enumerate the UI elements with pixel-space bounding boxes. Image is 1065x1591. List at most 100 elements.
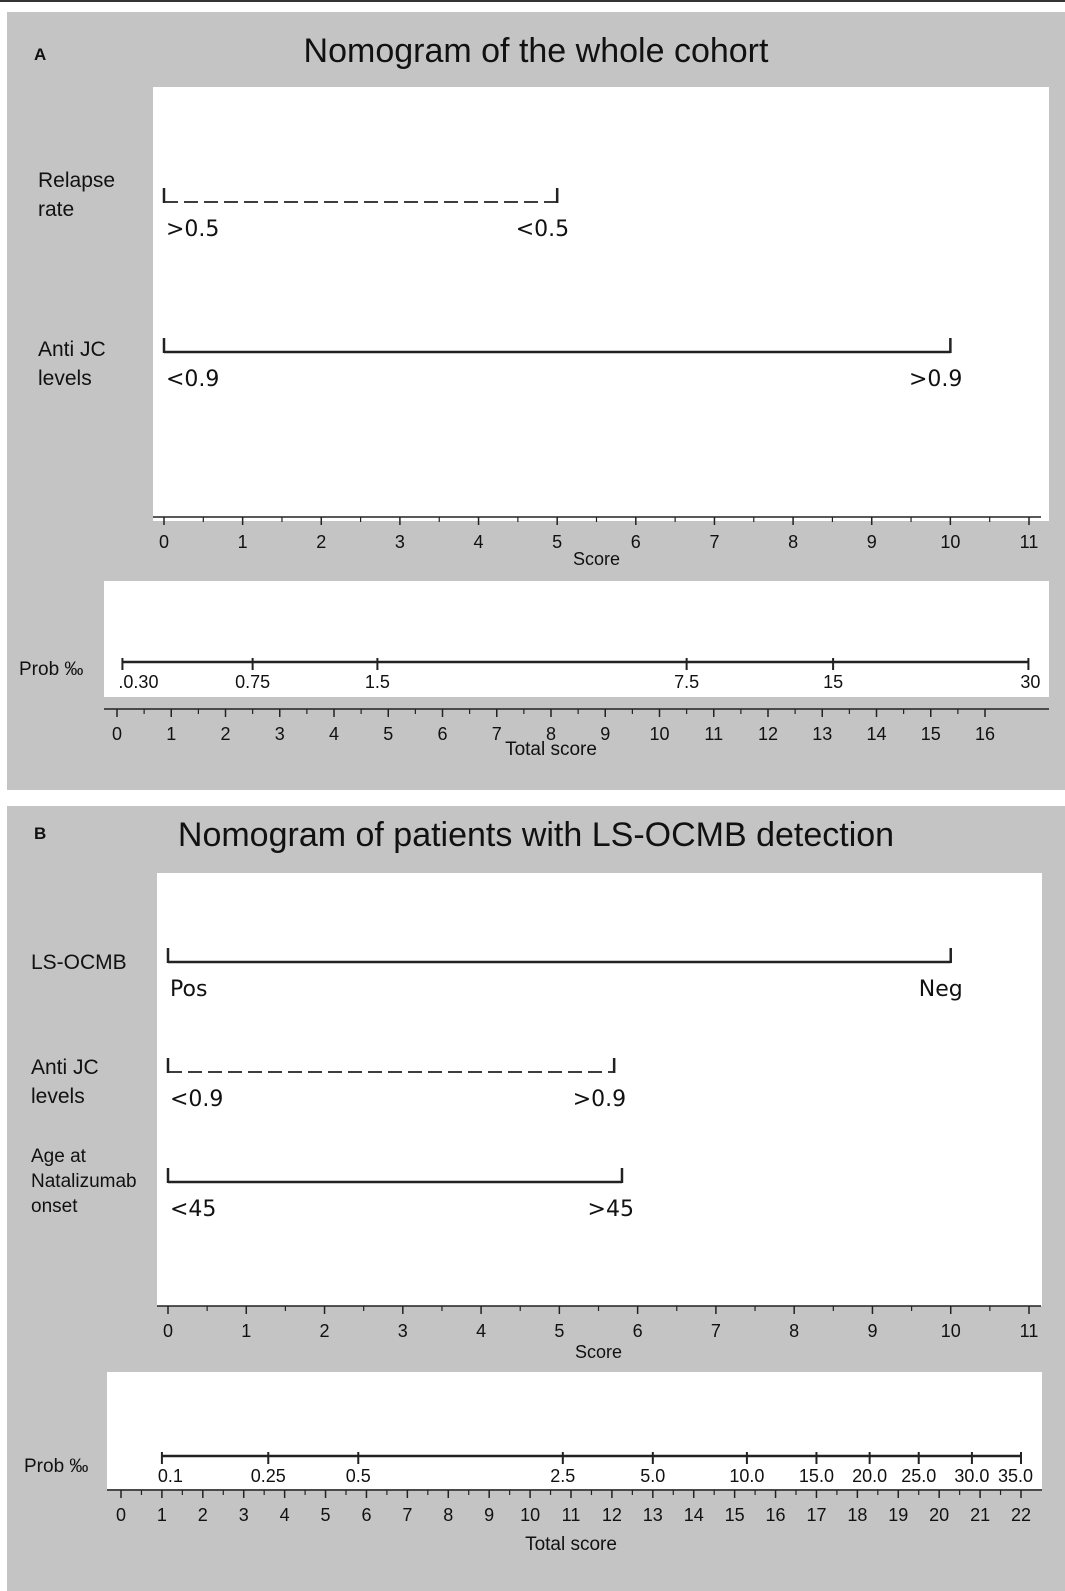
- panel-a-title: Nomogram of the whole cohort: [303, 32, 769, 70]
- variable-name: Age at: [31, 1146, 87, 1167]
- variable-level-label: <45: [170, 1197, 216, 1222]
- score-tick-label: 0: [163, 1321, 173, 1341]
- total-tick-label: 13: [643, 1505, 663, 1525]
- total-tick-label: 8: [546, 724, 556, 744]
- total-tick-label: 8: [443, 1505, 453, 1525]
- prob-tick-label: 0.25: [251, 1466, 286, 1486]
- panel-a: A Nomogram of the whole cohort >0.5 <0.5 R…: [7, 12, 1065, 790]
- score-tick-label: 10: [941, 1321, 961, 1341]
- total-tick-label: 11: [562, 1505, 581, 1525]
- total-tick-label: 5: [321, 1505, 331, 1525]
- figure-top-border: [0, 0, 1065, 2]
- total-tick-label: 2: [198, 1505, 208, 1525]
- score-tick-label: 5: [554, 1321, 564, 1341]
- total-tick-label: 13: [812, 724, 832, 744]
- score-tick-label: 7: [711, 1321, 721, 1341]
- panel-a-total-plot-area: [104, 581, 1049, 697]
- panel-b: B Nomogram of patients with LS-OCMB dete…: [7, 806, 1065, 1591]
- score-tick-label: 6: [631, 532, 641, 552]
- total-tick-label: 14: [866, 724, 886, 744]
- variable-level-label: <0.9: [170, 1087, 223, 1112]
- total-tick-label: 9: [484, 1505, 494, 1525]
- panel-a-total-axis-label: Total score: [505, 739, 597, 760]
- prob-tick-label: 35.0: [998, 1466, 1033, 1486]
- prob-tick-label: 5.0: [640, 1466, 665, 1486]
- total-tick-label: 0: [112, 724, 122, 744]
- prob-tick-label: 15: [823, 672, 843, 692]
- total-tick-label: 3: [275, 724, 285, 744]
- total-tick-label: 20: [929, 1505, 949, 1525]
- variable-level-label: Pos: [170, 977, 207, 1002]
- variable-name: levels: [31, 1085, 85, 1108]
- prob-tick-label: 0.75: [235, 672, 270, 692]
- prob-tick-label: 1.5: [365, 672, 390, 692]
- total-tick-label: 17: [806, 1505, 826, 1525]
- prob-tick-label: 25.0: [901, 1466, 936, 1486]
- total-tick-label: 16: [975, 724, 995, 744]
- score-tick-label: 0: [159, 532, 169, 552]
- panel-b-total-axis-label: Total score: [525, 1534, 617, 1555]
- score-tick-label: 9: [867, 532, 877, 552]
- total-tick-label: 12: [602, 1505, 622, 1525]
- panel-b-score-plot-area: [157, 873, 1042, 1306]
- total-tick-label: 3: [239, 1505, 249, 1525]
- total-tick-label: 16: [766, 1505, 786, 1525]
- variable-name: Relapse: [38, 169, 115, 192]
- variable-name: LS-OCMB: [31, 951, 127, 974]
- panel-a-letter: A: [34, 45, 47, 64]
- variable-level-label: >0.9: [909, 367, 962, 392]
- variable-level-label: >0.9: [573, 1087, 626, 1112]
- variable-name: Anti JC: [31, 1056, 99, 1079]
- total-tick-label: 18: [847, 1505, 867, 1525]
- total-tick-label: 6: [361, 1505, 371, 1525]
- panel-a-score-plot-area: [153, 87, 1049, 521]
- prob-tick-label: 0.1: [158, 1466, 183, 1486]
- score-tick-label: 9: [867, 1321, 877, 1341]
- score-tick-label: 11: [1020, 1321, 1039, 1341]
- score-tick-label: 11: [1020, 532, 1039, 552]
- panel-b-letter: B: [34, 824, 47, 843]
- total-tick-label: 10: [649, 724, 669, 744]
- panel-a-prob-axis-label: Prob ‰: [19, 659, 83, 680]
- variable-level-label: <0.9: [166, 367, 219, 392]
- score-tick-label: 3: [398, 1321, 408, 1341]
- variable-name: onset: [31, 1196, 78, 1217]
- total-tick-label: 11: [704, 724, 723, 744]
- total-tick-label: 22: [1011, 1505, 1031, 1525]
- score-tick-label: 2: [320, 1321, 330, 1341]
- variable-name: levels: [38, 367, 92, 390]
- total-tick-label: 19: [888, 1505, 908, 1525]
- prob-tick-label: 10.0: [729, 1466, 764, 1486]
- panel-a-chart: >0.5 <0.5 Relapse rate <0.9 >0.9 Anti JC levels…: [19, 87, 1049, 760]
- prob-tick-label: 30: [1020, 672, 1040, 692]
- total-tick-label: 10: [520, 1505, 540, 1525]
- total-tick-label: 2: [220, 724, 230, 744]
- total-tick-label: 0: [116, 1505, 126, 1525]
- total-tick-label: 4: [280, 1505, 290, 1525]
- prob-tick-label: 20.0: [852, 1466, 887, 1486]
- panel-b-title: Nomogram of patients with LS-OCMB detect…: [177, 816, 895, 854]
- total-tick-label: 1: [166, 724, 176, 744]
- score-tick-label: 7: [709, 532, 719, 552]
- prob-tick-label: 7.5: [674, 672, 699, 692]
- panel-b-prob-axis-label: Prob ‰: [24, 1456, 88, 1477]
- variable-level-label: >0.5: [166, 217, 219, 242]
- score-tick-label: 4: [474, 532, 484, 552]
- prob-tick-label: .0.30: [118, 672, 158, 692]
- variable-level-label: >45: [588, 1197, 634, 1222]
- panel-b-chart: Pos Neg LS-OCMB <0.9 >0.9 Anti JC levels <45 >45…: [24, 873, 1042, 1555]
- score-tick-label: 10: [940, 532, 960, 552]
- variable-level-label: Neg: [919, 977, 963, 1002]
- panel-b-score-axis-label: Score: [575, 1342, 622, 1362]
- score-tick-label: 3: [395, 532, 405, 552]
- total-tick-label: 21: [970, 1505, 990, 1525]
- total-tick-label: 15: [725, 1505, 745, 1525]
- score-tick-label: 2: [316, 532, 326, 552]
- score-tick-label: 5: [552, 532, 562, 552]
- panel-a-score-axis-label: Score: [573, 549, 620, 569]
- prob-tick-label: 30.0: [954, 1466, 989, 1486]
- score-tick-label: 6: [633, 1321, 643, 1341]
- score-tick-label: 1: [241, 1321, 251, 1341]
- variable-name: Anti JC: [38, 338, 106, 361]
- prob-tick-label: 0.5: [346, 1466, 371, 1486]
